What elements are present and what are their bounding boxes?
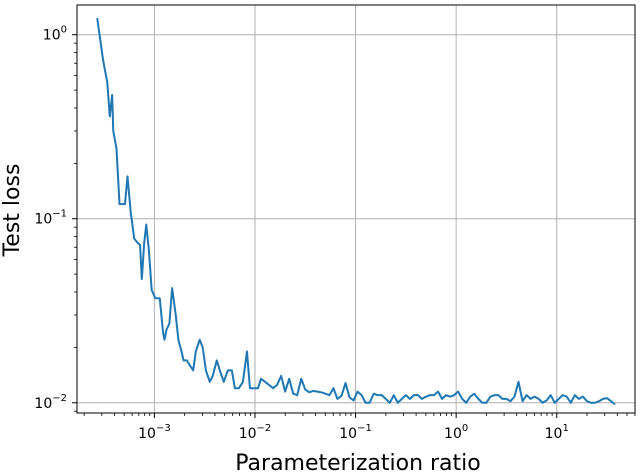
tick-layer: 10−3 10−2 10−1 100 101 10−2 10−1 100 — [34, 25, 636, 442]
y-tick-label: 10−2 — [34, 393, 67, 412]
x-axis-label: Parameterization ratio — [235, 451, 480, 473]
y-tick-label: 100 — [43, 25, 67, 44]
x-tick-label: 10−2 — [239, 423, 272, 442]
x-tick-label: 101 — [545, 423, 569, 442]
series-layer — [96, 18, 616, 406]
y-axis-label: Test loss — [0, 164, 25, 258]
x-tick-label: 10−1 — [339, 423, 372, 442]
grid-layer — [77, 5, 635, 413]
series-line — [96, 18, 616, 406]
x-tick-label: 10−3 — [138, 423, 171, 442]
y-tick-label: 10−1 — [34, 209, 67, 228]
x-tick-label: 100 — [444, 423, 468, 442]
